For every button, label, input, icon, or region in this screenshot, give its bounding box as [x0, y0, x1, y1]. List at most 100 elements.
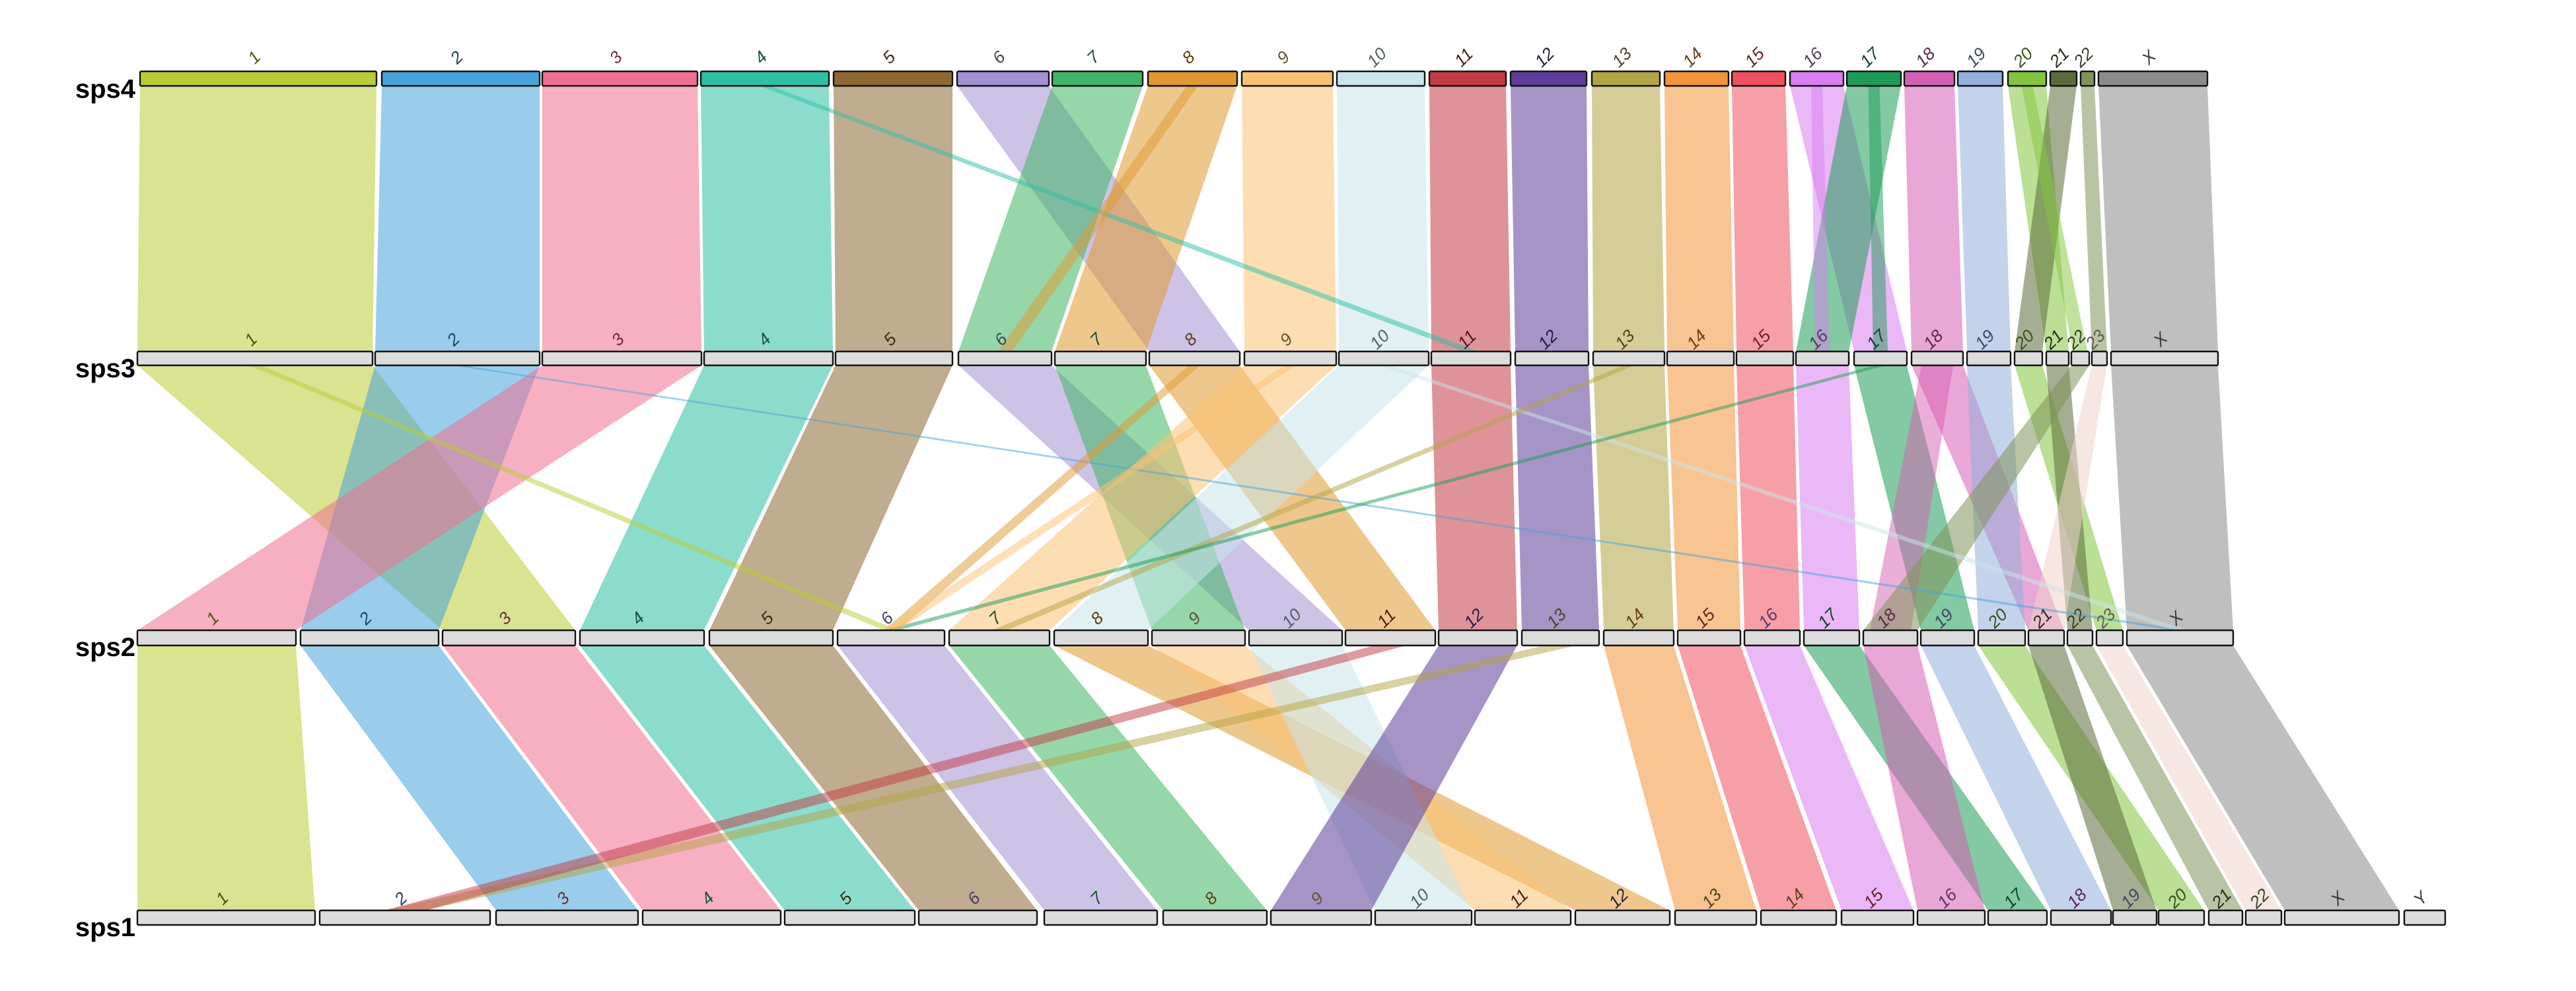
species-label-sps4: sps4: [75, 75, 136, 104]
ribbon-sps4-7-sps3-6: [958, 86, 1143, 351]
ribbon-sps4-2-sps3-2: [375, 86, 540, 351]
ribbon-sps2-2-sps1-3: [301, 645, 638, 910]
species-label-sps1: sps1: [75, 913, 135, 942]
chromosome-sps1-18: [2050, 909, 2112, 926]
ribbon-sps2-18-sps1-16: [1863, 645, 1985, 910]
ribbon-sps3-9-sps2-7: [949, 365, 1336, 630]
chromosome-label-sps4-17: 17: [1856, 43, 1884, 71]
chromosome-label-sps4-16: 16: [1799, 43, 1826, 71]
ribbon-sps2-16-sps1-15: [1744, 645, 1914, 910]
chromosome-sps4-15: [1731, 70, 1787, 87]
ribbon-sps2-19-sps1-18: [1921, 645, 2111, 910]
chromosome-sps2-21: [2027, 629, 2065, 647]
chromosome-sps3-7: [1054, 350, 1147, 367]
ribbon-sps2-13-sps1-2: [384, 645, 1577, 910]
ribbon-sps3-23-sps2-21: [2028, 365, 2107, 630]
chromosome-sps2-1: [136, 629, 297, 647]
chromosome-label-sps4-15: 15: [1740, 43, 1768, 71]
chromosome-sps2-19: [1919, 629, 1976, 647]
chromosome-sps1-6: [917, 909, 1038, 926]
chromosome-label-sps4-1: 1: [244, 47, 264, 67]
chromosome-label-sps4-3: 3: [605, 47, 626, 68]
chromosome-sps3-21: [2045, 350, 2070, 367]
ribbon-sps3-11-sps2-12: [1431, 365, 1517, 630]
chromosome-sps2-15: [1676, 629, 1742, 647]
chromosome-sps3-22: [2070, 350, 2091, 367]
chromosome-sps3-3: [541, 350, 703, 367]
chromosome-sps3-23: [2091, 350, 2108, 367]
chromosome-sps2-18: [1862, 629, 1919, 647]
ribbon-sps4-21-sps3-20: [2015, 86, 2077, 351]
chromosome-sps2-2: [299, 629, 440, 647]
ribbon-sps4-17-sps3-17: [1868, 86, 1888, 351]
ribbon-sps4-11-sps3-11: [1429, 86, 1511, 351]
chromosome-sps3-8: [1148, 350, 1241, 367]
chromosome-label-sps4-20: 20: [2009, 43, 2037, 71]
ribbon-sps3-3-sps2-1: [137, 365, 701, 630]
chromosome-sps4-5: [832, 70, 954, 87]
chromosome-sps4-21: [2049, 70, 2078, 87]
chromosome-sps3-2: [374, 350, 541, 367]
chromosome-label-sps4-13: 13: [1608, 43, 1635, 71]
chromosome-label-sps1-Y: Y: [2410, 887, 2433, 910]
chromosome-sps2-7: [948, 629, 1051, 647]
chromosome-sps2-20: [1977, 629, 2026, 647]
chromosome-sps4-1: [139, 70, 378, 87]
chromosome-sps3-10: [1338, 350, 1430, 367]
chromosome-sps2-4: [579, 629, 705, 647]
chromosome-sps1-22: [2244, 909, 2283, 926]
chromosome-sps4-12: [1509, 70, 1588, 87]
chromosome-label-sps4-5: 5: [878, 47, 900, 68]
ribbon-sps3-18-sps2-18: [1869, 365, 1953, 630]
ribbon-sps4-13-sps3-13: [1592, 86, 1664, 351]
chromosome-sps3-X: [2110, 350, 2219, 367]
chromosome-label-sps4-22: 22: [2069, 43, 2098, 71]
ribbon-sps4-12-sps3-12: [1511, 86, 1589, 351]
chromosome-sps1-20: [2157, 909, 2205, 926]
ribbon-sps2-21-sps1-19: [2028, 645, 2157, 910]
ribbon-sps3-13-sps2-7: [991, 365, 1635, 630]
ribbon-sps4-8-sps3-7: [1055, 86, 1237, 351]
chromosome-sps4-19: [1956, 70, 2004, 87]
ribbon-sps2-7-sps1-8: [949, 645, 1267, 910]
ribbon-sps3-14-sps2-15: [1667, 365, 1740, 630]
chromosome-sps1-17: [1987, 909, 2048, 926]
chromosome-label-sps4-X: X: [2137, 46, 2161, 69]
ribbon-sps2-23-sps1-22: [2096, 645, 2281, 910]
chromosome-sps4-17: [1845, 70, 1902, 87]
chromosome-sps3-9: [1243, 350, 1338, 367]
ribbon-sps2-15-sps1-14: [1678, 645, 1836, 910]
ribbon-sps3-8-sps2-6: [883, 365, 1200, 630]
chromosome-sps2-3: [441, 629, 577, 647]
chromosome-sps1-19: [2112, 909, 2158, 926]
ribbon-sps2-11-sps1-2: [384, 645, 1406, 910]
chromosome-sps1-13: [1674, 909, 1758, 926]
chromosome-sps4-9: [1240, 70, 1334, 87]
chromosome-sps1-X: [2283, 909, 2400, 926]
ribbon-sps4-1-sps3-1: [137, 86, 376, 351]
ribbon-sps4-20-sps3-22: [2021, 86, 2088, 351]
ribbon-sps3-16-sps2-17: [1796, 365, 1859, 630]
chromosome-label-sps4-2: 2: [446, 47, 468, 69]
chromosome-sps4-13: [1591, 70, 1661, 87]
chromosome-sps1-4: [641, 909, 782, 926]
ribbon-sps3-9-sps2-6: [883, 365, 1296, 630]
ribbon-sps2-X-sps1-X: [2127, 645, 2399, 910]
chromosome-sps1-2: [318, 909, 491, 926]
chromosome-sps3-16: [1795, 350, 1850, 367]
ribbon-sps4-15-sps3-15: [1732, 86, 1793, 351]
chromosome-sps2-X: [2126, 629, 2235, 647]
chromosome-sps4-11: [1428, 70, 1507, 87]
chromosome-sps4-18: [1903, 70, 1956, 87]
chromosome-sps3-15: [1735, 350, 1795, 367]
ribbon-sps2-1-sps1-1: [137, 645, 315, 910]
chromosome-sps4-6: [956, 70, 1050, 87]
chromosome-sps2-13: [1521, 629, 1600, 647]
chromosome-sps1-7: [1043, 909, 1159, 926]
chromosome-sps3-19: [1966, 350, 2012, 367]
chromosome-label-sps4-21: 21: [2045, 44, 2073, 71]
ribbon-sps4-22-sps3-23: [2081, 86, 2107, 351]
chromosome-label-sps4-19: 19: [1962, 44, 1990, 71]
ribbon-sps4-10-sps3-10: [1337, 86, 1429, 351]
